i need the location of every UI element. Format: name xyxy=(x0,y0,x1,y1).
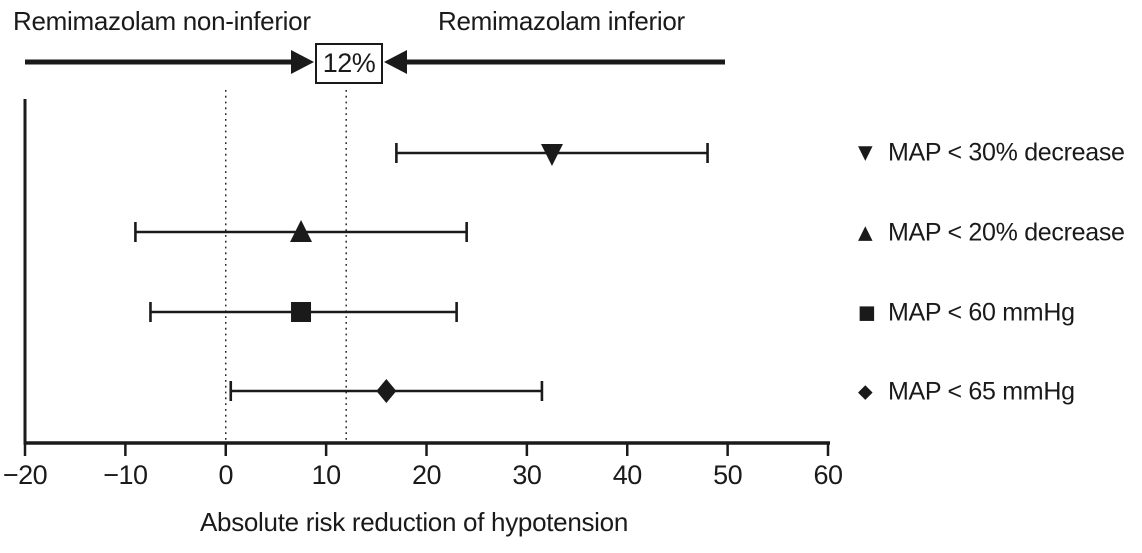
x-tick-label: 30 xyxy=(512,460,541,490)
legend-item-map-65mmhg: ◆ MAP < 65 mmHg xyxy=(858,378,1075,407)
inferior-label: Remimazolam inferior xyxy=(438,6,685,36)
annotation-arrows-canvas xyxy=(25,50,725,74)
legend-label: MAP < 20% decrease xyxy=(888,218,1125,247)
noninferiority-margin-box: 12% xyxy=(315,43,383,84)
x-tick-label: 60 xyxy=(813,460,842,490)
legend-label: MAP < 30% decrease xyxy=(888,138,1125,167)
forest-row-square xyxy=(149,302,458,322)
square-icon: ■ xyxy=(858,301,876,324)
triangle-down-icon: ▼ xyxy=(858,141,873,164)
x-tick-label: −20 xyxy=(3,460,47,490)
x-axis-label: Absolute risk reduction of hypotension xyxy=(200,507,628,537)
x-tick-label: 20 xyxy=(412,460,441,490)
x-axis: −20 −10 0 10 20 30 40 50 60 xyxy=(3,99,843,490)
diamond-icon: ◆ xyxy=(858,380,873,403)
square-marker xyxy=(291,302,312,322)
forest-row-diamond xyxy=(229,379,544,403)
x-tick-label: 0 xyxy=(218,460,233,490)
legend-item-map-60mmhg: ■ MAP < 60 mmHg xyxy=(858,299,1075,328)
forest-row-triangle-up xyxy=(134,220,468,242)
legend-item-map-30pct: ▼ MAP < 30% decrease xyxy=(858,139,1125,168)
non-inferior-arrow xyxy=(25,50,314,74)
x-tick-label: −10 xyxy=(103,460,147,490)
triangle-down-marker xyxy=(540,144,563,166)
legend-label: MAP < 60 mmHg xyxy=(888,298,1075,327)
triangle-up-marker xyxy=(290,220,313,242)
x-tick-label: 40 xyxy=(613,460,642,490)
x-tick-label: 50 xyxy=(713,460,742,490)
inferior-arrow xyxy=(384,50,725,74)
x-tick-label: 10 xyxy=(312,460,341,490)
legend-item-map-20pct: ▲ MAP < 20% decrease xyxy=(858,219,1125,248)
noninferiority-margin-value: 12% xyxy=(322,48,376,78)
diamond-marker xyxy=(376,379,397,403)
legend: ▼ MAP < 30% decrease ▲ MAP < 20% decreas… xyxy=(858,0,1138,553)
non-inferior-label: Remimazolam non-inferior xyxy=(13,6,311,36)
triangle-up-icon: ▲ xyxy=(858,221,873,244)
forest-row-triangle-down xyxy=(395,143,709,166)
legend-label: MAP < 65 mmHg xyxy=(888,377,1075,406)
